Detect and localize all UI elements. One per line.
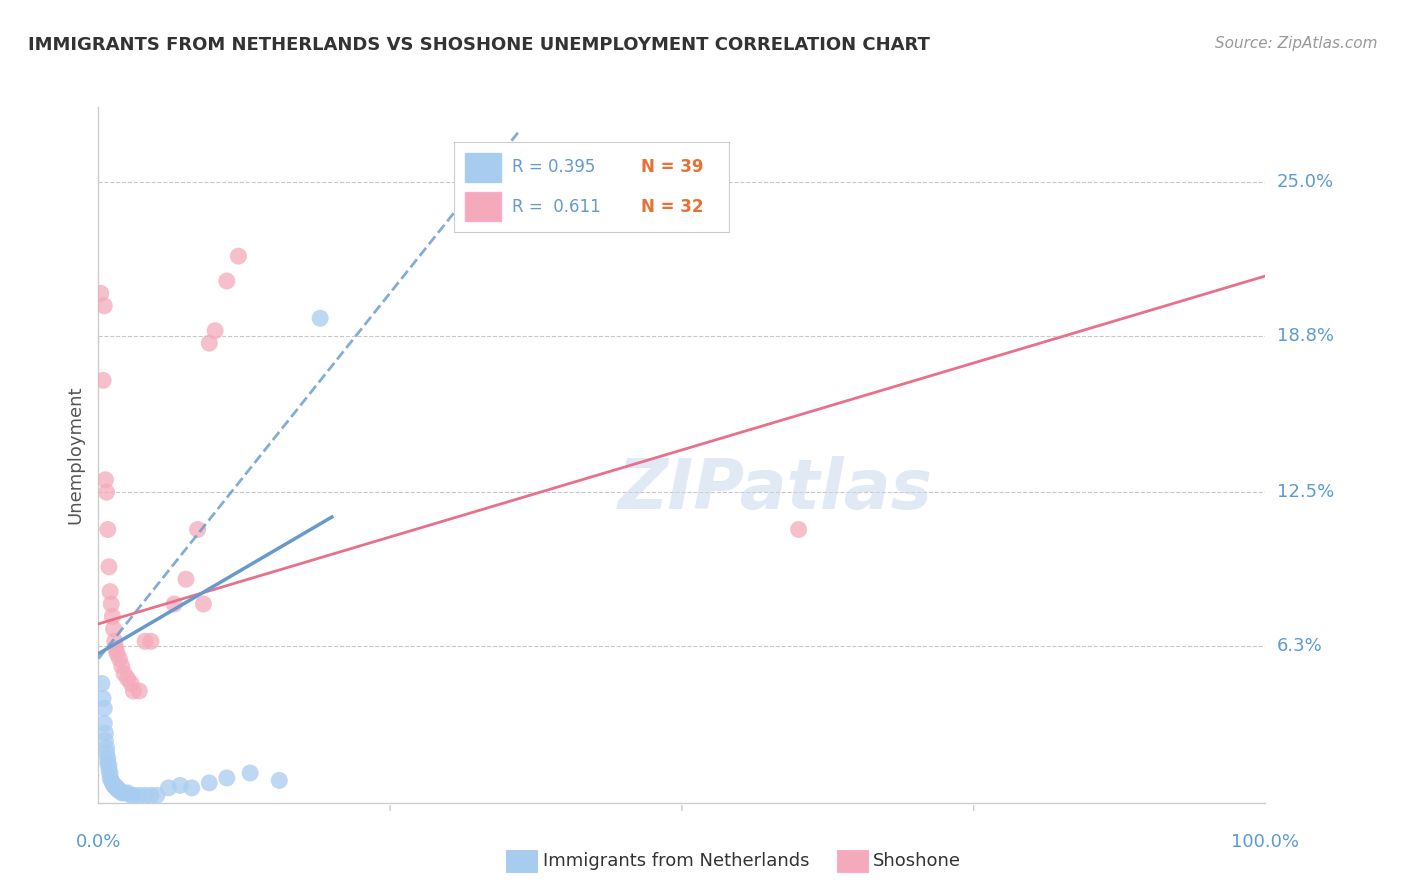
Point [94, 733, 117, 747]
Point [94, 726, 117, 740]
Text: Source: ZipAtlas.com: Source: ZipAtlas.com [1215, 36, 1378, 51]
Point [97, 751, 120, 765]
Text: 25.0%: 25.0% [1277, 172, 1334, 191]
Point [105, 780, 128, 795]
Point [193, 597, 215, 611]
Point [104, 780, 127, 795]
Point [120, 676, 142, 690]
Text: Shoshone: Shoshone [873, 852, 962, 870]
Point [128, 684, 150, 698]
Point [94, 473, 117, 487]
Point [204, 324, 226, 338]
Text: R =  0.611: R = 0.611 [512, 198, 600, 216]
Point [146, 789, 169, 803]
Point [90, 286, 112, 301]
Point [97, 523, 120, 537]
Point [117, 672, 139, 686]
Point [93, 299, 115, 313]
Text: ZIPatlas: ZIPatlas [617, 456, 932, 524]
Point [128, 789, 150, 803]
Point [198, 336, 221, 351]
Bar [465, 193, 501, 221]
Point [134, 789, 156, 803]
Point [111, 786, 134, 800]
Point [169, 778, 191, 793]
Point [215, 771, 238, 785]
Point [93, 716, 115, 731]
Point [120, 789, 142, 803]
Point [101, 776, 124, 790]
Point [103, 622, 125, 636]
Point [101, 609, 124, 624]
Point [90, 676, 112, 690]
Text: 12.5%: 12.5% [1277, 483, 1334, 501]
Point [97, 559, 120, 574]
Point [97, 764, 120, 778]
Point [108, 651, 131, 665]
Text: 18.8%: 18.8% [1277, 326, 1333, 344]
Point [117, 786, 139, 800]
Point [108, 783, 131, 797]
Point [97, 756, 120, 770]
Text: 0.0%: 0.0% [76, 833, 121, 851]
Point [105, 647, 128, 661]
Point [91, 691, 114, 706]
Point [139, 634, 162, 648]
Point [98, 584, 121, 599]
Point [96, 746, 118, 760]
Point [122, 684, 145, 698]
Text: 6.3%: 6.3% [1277, 637, 1322, 656]
Point [97, 758, 120, 772]
Point [215, 274, 238, 288]
Point [134, 634, 156, 648]
Text: IMMIGRANTS FROM NETHERLANDS VS SHOSHONE UNEMPLOYMENT CORRELATION CHART: IMMIGRANTS FROM NETHERLANDS VS SHOSHONE … [28, 36, 929, 54]
Point [98, 771, 121, 785]
Point [187, 523, 209, 537]
Point [93, 701, 115, 715]
Point [104, 778, 127, 793]
Point [139, 789, 162, 803]
Point [163, 597, 186, 611]
Point [98, 766, 121, 780]
Point [112, 786, 135, 800]
Point [96, 741, 118, 756]
Point [174, 572, 197, 586]
Bar [465, 153, 501, 182]
Point [96, 485, 118, 500]
Point [104, 634, 127, 648]
Point [112, 666, 135, 681]
Text: Immigrants from Netherlands: Immigrants from Netherlands [543, 852, 810, 870]
Text: R = 0.395: R = 0.395 [512, 158, 595, 176]
Point [239, 766, 262, 780]
Point [228, 249, 250, 263]
Text: N = 32: N = 32 [641, 198, 703, 216]
Point [269, 773, 291, 788]
Point [111, 659, 134, 673]
Point [91, 373, 114, 387]
Point [103, 778, 125, 793]
Point [122, 789, 145, 803]
Point [100, 773, 122, 788]
Point [107, 783, 129, 797]
Point [198, 776, 221, 790]
Point [787, 523, 810, 537]
Point [157, 780, 180, 795]
Point [100, 597, 122, 611]
Point [309, 311, 332, 326]
Y-axis label: Unemployment: Unemployment [66, 385, 84, 524]
Point [180, 780, 202, 795]
Text: N = 39: N = 39 [641, 158, 703, 176]
Text: 100.0%: 100.0% [1232, 833, 1299, 851]
Point [104, 641, 127, 656]
